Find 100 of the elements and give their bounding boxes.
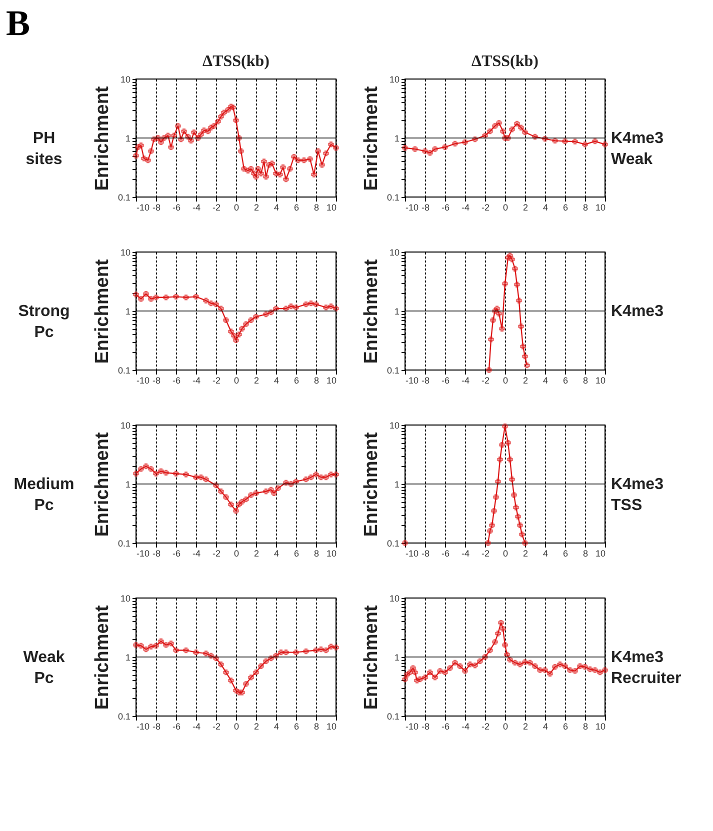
point (462, 139, 468, 145)
point (319, 162, 325, 168)
point (328, 644, 334, 650)
point (402, 145, 408, 151)
point (203, 650, 209, 656)
x-tick-label: 10 (326, 548, 336, 558)
point (495, 478, 501, 484)
point (283, 176, 289, 182)
point (313, 301, 319, 308)
point (602, 667, 608, 673)
x-tick-label: 6 (294, 376, 300, 386)
x-tick-label: -2 (212, 376, 221, 386)
point (293, 478, 299, 484)
point (402, 676, 408, 682)
point (248, 317, 254, 323)
point (203, 476, 209, 482)
point (253, 490, 259, 496)
point (504, 652, 510, 658)
point (148, 296, 154, 302)
x-tick-label: -4 (192, 376, 201, 386)
x-tick-label: 8 (314, 202, 320, 212)
point (557, 662, 563, 668)
point (293, 649, 299, 656)
x-tick-label: -2 (481, 722, 490, 732)
point (278, 649, 284, 656)
point (266, 162, 272, 168)
point (138, 642, 144, 649)
x-tick-label: 0 (234, 548, 240, 558)
point (328, 303, 334, 310)
y-tick-label: 10 (120, 420, 130, 430)
text: K4me3 Weak (611, 130, 664, 168)
x-tick-label: -6 (441, 202, 450, 212)
text: K4me3 Recruiter (611, 649, 682, 687)
x-tick-label: -4 (461, 202, 470, 212)
x-tick-label: 6 (294, 202, 300, 212)
point (193, 294, 199, 300)
point (562, 138, 568, 144)
y-axis-title: Enrichment (360, 432, 382, 537)
point (143, 646, 149, 652)
point (218, 114, 224, 120)
point (221, 110, 227, 116)
x-tick-label: 8 (582, 548, 588, 558)
point (457, 663, 463, 669)
point (148, 466, 154, 472)
point (211, 123, 217, 129)
point (258, 663, 264, 669)
point (277, 172, 283, 178)
y-tick-label: 0.1 (118, 538, 130, 548)
point (263, 658, 269, 664)
point (158, 139, 164, 145)
point (138, 142, 144, 148)
point (303, 476, 309, 482)
point (183, 647, 189, 654)
point (499, 326, 505, 332)
point (233, 337, 239, 344)
x-tick-label: -2 (212, 722, 221, 732)
point (502, 642, 508, 648)
point (490, 317, 496, 323)
point (587, 666, 593, 672)
point (519, 532, 525, 538)
point (233, 117, 239, 124)
point (472, 662, 478, 668)
point (243, 681, 249, 687)
x-tick-label: 10 (326, 202, 336, 212)
point (482, 132, 488, 138)
point (261, 158, 267, 164)
point (213, 482, 219, 488)
point (291, 154, 297, 160)
x-tick-label: 2 (254, 548, 260, 558)
point (567, 667, 573, 673)
point (145, 157, 151, 164)
x-tick-label: -4 (192, 548, 201, 558)
x-tick-label: -8 (421, 722, 430, 732)
point (263, 311, 269, 318)
point (522, 129, 528, 136)
point (313, 472, 319, 478)
x-tick-label: 10 (595, 202, 606, 212)
point (280, 164, 286, 170)
x-tick-label: -2 (212, 202, 221, 212)
point (582, 142, 588, 148)
point (138, 466, 144, 472)
point (273, 652, 279, 659)
point (323, 304, 329, 310)
point (414, 678, 420, 684)
point (193, 474, 199, 480)
x-tick-label: -10 (406, 548, 419, 558)
y-axis-title: Enrichment (92, 604, 113, 710)
point (245, 168, 251, 174)
point (308, 300, 314, 306)
point (496, 120, 502, 126)
point (512, 266, 518, 272)
point (163, 294, 169, 300)
y-tick-label: 1 (125, 134, 130, 144)
point (168, 640, 174, 646)
point (161, 135, 167, 141)
point (158, 468, 164, 474)
point (295, 157, 301, 164)
point (532, 134, 538, 140)
x-tick-label: 4 (274, 722, 280, 732)
point (193, 649, 199, 656)
